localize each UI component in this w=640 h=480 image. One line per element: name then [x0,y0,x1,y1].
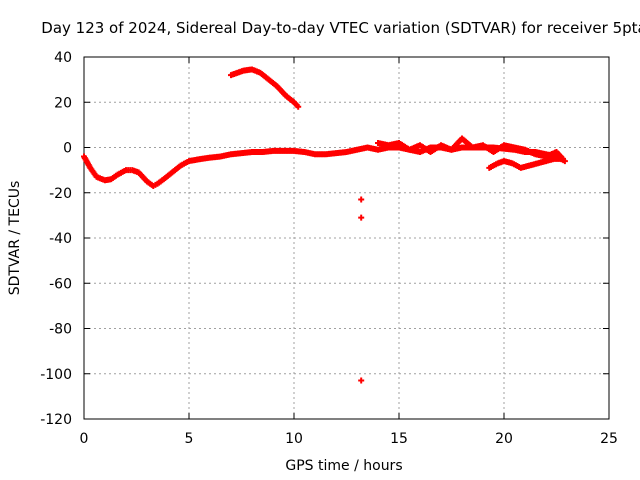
y-tick-label: 40 [54,50,72,66]
data-point [559,155,566,162]
chart-title: Day 123 of 2024, Sidereal Day-to-day VTE… [41,19,640,37]
y-tick-label: -100 [40,367,72,383]
y-tick-label: -60 [49,276,72,292]
y-tick-label: -20 [49,186,72,202]
x-tick-label: 15 [390,431,408,447]
y-tick-label: -40 [49,231,72,247]
x-tick-label: 25 [600,431,618,447]
y-tick-label: 0 [63,141,72,157]
data-point [358,377,365,384]
x-tick-label: 0 [80,431,89,447]
data-points [81,66,568,384]
series-1 [228,66,302,110]
series-3 [486,155,566,171]
data-point [358,196,365,203]
series-2 [375,135,566,162]
y-tick-label: -120 [40,412,72,428]
data-point [295,103,302,110]
x-tick-label: 5 [185,431,194,447]
axis-ticks: 0 5 10 15 20 25 -120 -100 -80 -60 -40 -20 0 20 40 [40,50,618,447]
y-tick-label: -80 [49,322,72,338]
x-tick-label: 10 [285,431,303,447]
data-point [358,214,365,221]
grid [84,57,609,419]
x-tick-label: 20 [495,431,513,447]
y-tick-label: 20 [54,95,72,111]
x-axis-label: GPS time / hours [285,458,402,474]
series-4 [358,196,365,384]
y-axis-label: SDTVAR / TECUs [7,181,23,296]
